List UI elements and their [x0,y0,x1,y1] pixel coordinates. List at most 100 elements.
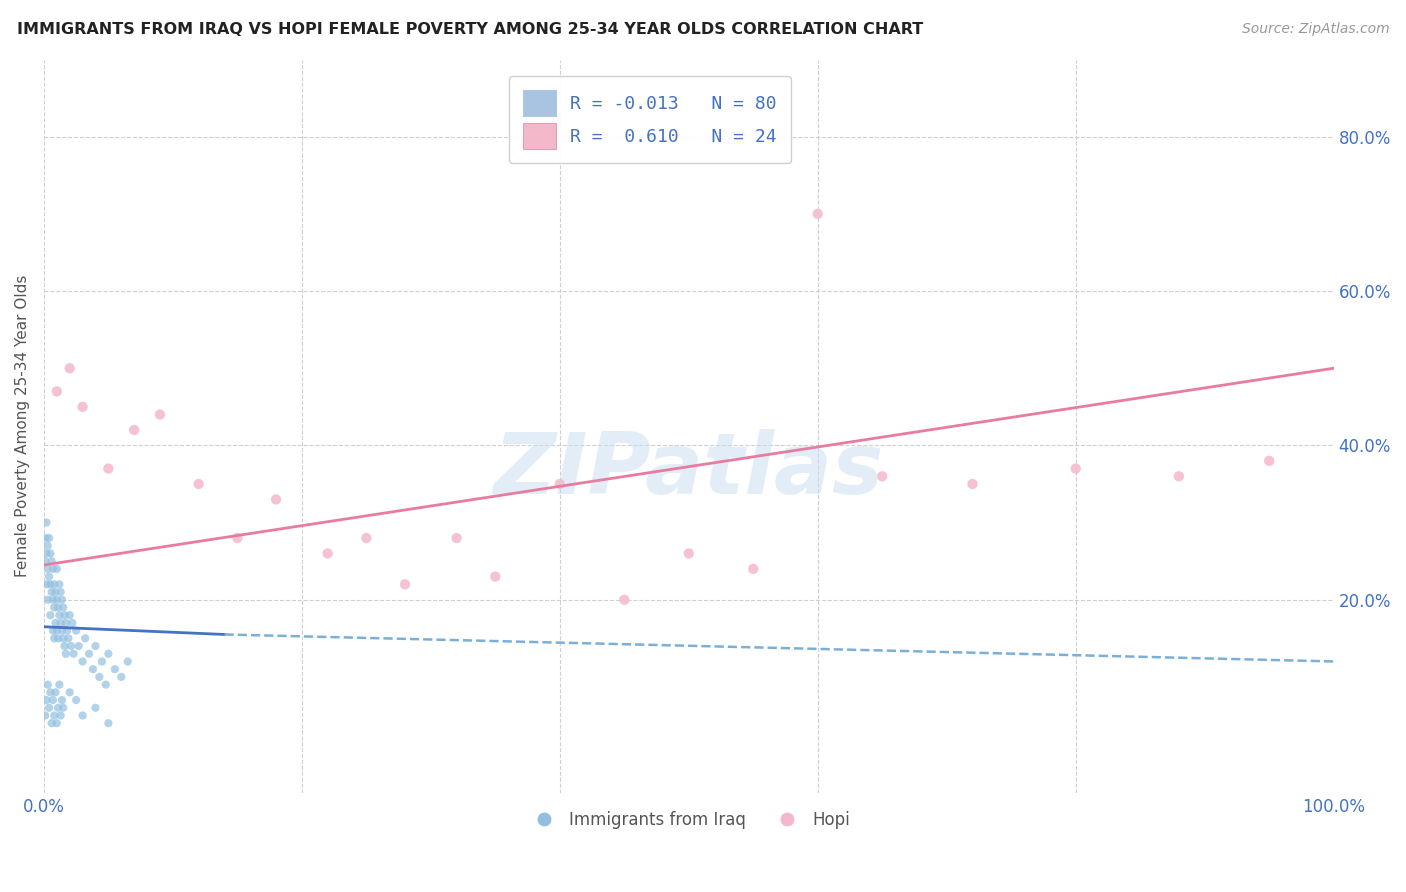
Point [56,624,79,638]
Point [48,678,70,692]
Point [52,700,75,714]
Point [39,546,62,560]
Point [51,693,73,707]
Point [35,516,58,530]
Point [46,632,69,646]
Point [37,539,59,553]
Point [45,592,67,607]
Point [45,624,67,638]
Point [45,384,67,399]
Point [46,700,69,714]
Point [37,562,59,576]
Point [39,685,62,699]
Point [48,608,70,623]
Point [38,569,60,583]
Point [77,647,100,661]
Point [41,716,63,731]
Point [62,647,84,661]
Point [394,577,416,591]
Point [44,685,66,699]
Legend: Immigrants from Iraq, Hopi: Immigrants from Iraq, Hopi [520,805,856,836]
Point [110,670,132,684]
Point [38,700,60,714]
Point [44,577,66,591]
Point [42,562,65,576]
Point [49,708,72,723]
Point [51,592,73,607]
Point [42,624,65,638]
Point [39,577,62,591]
Point [1258,454,1281,468]
Point [44,600,66,615]
Point [226,531,249,545]
Point [117,655,139,669]
Point [34,554,56,568]
Point [45,716,67,731]
Point [53,639,76,653]
Point [1167,469,1189,483]
Point [42,693,65,707]
Y-axis label: Female Poverty Among 25-34 Year Olds: Female Poverty Among 25-34 Year Olds [15,275,30,577]
Point [484,569,506,583]
Point [742,562,765,576]
Point [264,492,287,507]
Point [72,708,94,723]
Point [613,592,636,607]
Point [72,655,94,669]
Point [35,546,58,560]
Point [82,662,104,676]
Point [122,423,145,437]
Point [149,408,172,422]
Point [55,615,77,630]
Point [187,477,209,491]
Point [548,477,571,491]
Point [90,655,112,669]
Point [41,554,63,568]
Point [870,469,893,483]
Point [65,693,87,707]
Point [97,716,120,731]
Point [59,608,82,623]
Point [46,600,69,615]
Point [45,562,67,576]
Point [962,477,984,491]
Point [75,632,97,646]
Point [89,670,111,684]
Point [52,632,75,646]
Point [49,585,72,599]
Point [42,592,65,607]
Point [48,577,70,591]
Text: Source: ZipAtlas.com: Source: ZipAtlas.com [1241,22,1389,37]
Point [97,461,120,475]
Point [316,546,339,560]
Point [34,708,56,723]
Point [84,700,107,714]
Point [1064,461,1087,475]
Point [44,615,66,630]
Point [44,632,66,646]
Point [72,400,94,414]
Point [37,592,59,607]
Point [39,608,62,623]
Point [60,615,83,630]
Point [65,624,87,638]
Point [53,608,76,623]
Point [52,600,75,615]
Point [807,207,830,221]
Point [678,546,700,560]
Point [356,531,378,545]
Point [97,647,120,661]
Point [41,585,63,599]
Point [38,531,60,545]
Point [44,708,66,723]
Point [59,685,82,699]
Point [37,678,59,692]
Text: IMMIGRANTS FROM IRAQ VS HOPI FEMALE POVERTY AMONG 25-34 YEAR OLDS CORRELATION CH: IMMIGRANTS FROM IRAQ VS HOPI FEMALE POVE… [17,22,924,37]
Point [59,361,82,376]
Point [67,639,90,653]
Point [84,639,107,653]
Point [58,632,80,646]
Point [55,647,77,661]
Point [94,678,117,692]
Point [59,639,82,653]
